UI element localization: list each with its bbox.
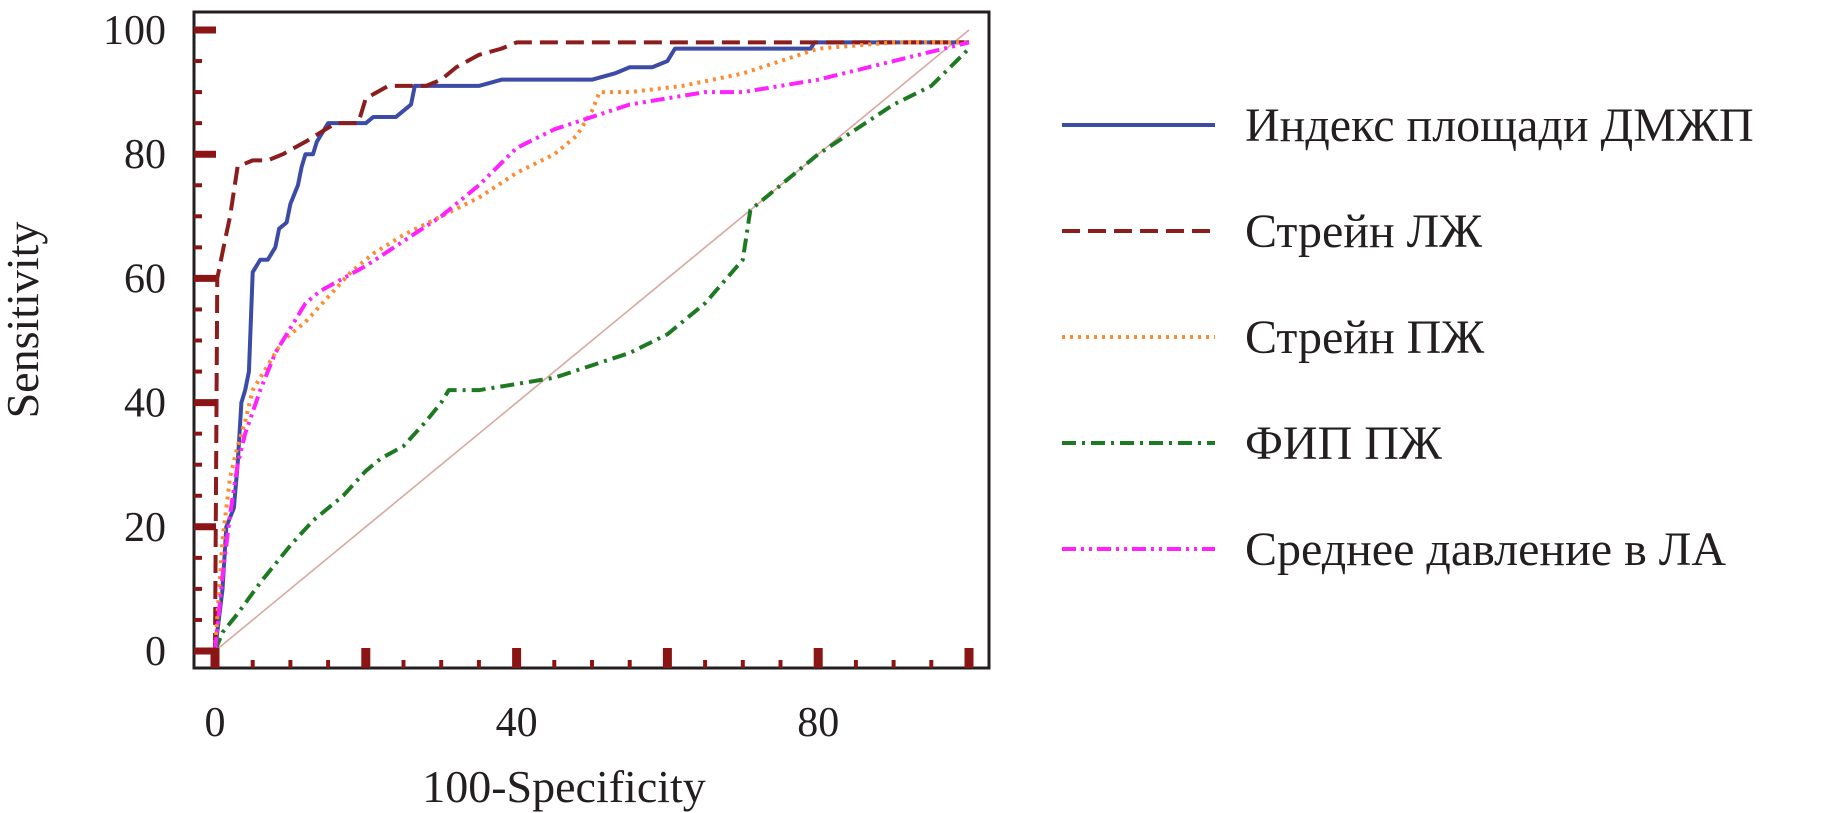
legend-label: Стрейн ЛЖ — [1245, 205, 1483, 258]
legend: Индекс площади ДМЖП Стрейн ЛЖ Стрейн ПЖ ФИП… — [1062, 99, 1754, 576]
y-axis-title: Sensitivity — [0, 222, 48, 419]
legend-label: Стрейн ПЖ — [1245, 311, 1485, 364]
legend-item: Стрейн ПЖ — [1062, 311, 1485, 364]
series-line-4 — [213, 47, 971, 652]
y-tick-label: 40 — [124, 381, 166, 427]
legend-item: Стрейн ЛЖ — [1062, 205, 1483, 258]
axis-minor-ticks — [194, 59, 934, 668]
legend-item: ФИП ПЖ — [1062, 417, 1443, 470]
x-tick-label: 0 — [205, 700, 226, 746]
y-tick-label: 100 — [103, 8, 166, 54]
x-tick-labels: 0 40 80 — [205, 700, 840, 746]
series-line-1 — [213, 40, 969, 652]
reference-line-layer — [214, 29, 970, 652]
legend-item: Среднее давление в ЛА — [1062, 523, 1726, 576]
legend-label: Среднее давление в ЛА — [1245, 523, 1726, 576]
x-tick-label: 40 — [496, 700, 538, 746]
legend-label: Индекс площади ДМЖП — [1245, 99, 1754, 152]
legend-label: ФИП ПЖ — [1245, 417, 1443, 470]
reference-diagonal-line — [214, 29, 970, 652]
series-line-3 — [213, 40, 969, 652]
axis-major-ticks — [194, 26, 974, 668]
legend-item: Индекс площади ДМЖП — [1062, 99, 1754, 152]
y-tick-label: 80 — [124, 132, 166, 178]
y-tick-labels: 0 20 40 60 80 100 — [103, 8, 166, 675]
series-line-2 — [213, 40, 969, 652]
y-tick-label: 20 — [124, 505, 166, 551]
series-line-5 — [213, 40, 970, 652]
y-tick-label: 0 — [145, 629, 166, 675]
x-tick-label: 80 — [797, 700, 839, 746]
y-tick-label: 60 — [124, 256, 166, 302]
x-axis-title: 100-Specificity — [422, 761, 706, 812]
series-layer — [213, 40, 971, 652]
